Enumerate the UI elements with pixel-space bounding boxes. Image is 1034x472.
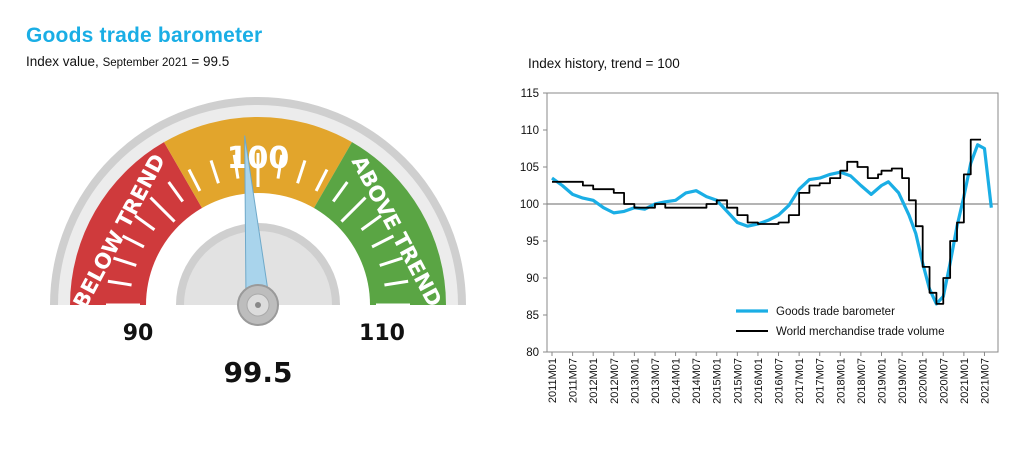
gauge-tick — [187, 168, 202, 192]
gauge-tick — [121, 234, 145, 249]
x-tick-label: 2011M07 — [568, 358, 580, 403]
subtitle-prefix: Index value, — [26, 54, 99, 69]
legend-label: Goods trade barometer — [776, 306, 895, 318]
gauge-min-label: 90 — [123, 321, 154, 346]
x-tick-label: 2014M01 — [671, 358, 683, 404]
x-tick-label: 2013M07 — [650, 358, 662, 404]
subtitle-date: September 2021 — [102, 57, 188, 69]
x-tick-label: 2017M01 — [794, 358, 806, 404]
x-tick-label: 2018M07 — [856, 358, 868, 404]
series-barometer-line — [551, 143, 993, 306]
needle-pin — [255, 302, 261, 308]
x-tick-label: 2021M01 — [959, 358, 971, 404]
x-tick-label: 2016M07 — [774, 358, 786, 404]
x-tick-label: 2019M07 — [897, 358, 909, 404]
gauge-tick — [379, 256, 404, 267]
x-tick-label: 2013M01 — [629, 358, 641, 404]
y-tick-label: 90 — [526, 273, 539, 285]
gauge-tick — [360, 214, 382, 231]
gauge-tick — [371, 234, 395, 249]
gauge-tick — [232, 154, 240, 179]
gauge-tick — [149, 196, 176, 223]
gauge-tick — [112, 256, 137, 267]
gauge-tick — [332, 181, 349, 203]
x-tick-label: 2019M01 — [876, 358, 888, 404]
gauge-tick — [296, 159, 307, 184]
series-trade-volume-line — [552, 138, 982, 305]
y-tick-label: 100 — [520, 199, 539, 211]
gauge-tick — [384, 279, 409, 287]
y-tick-label: 80 — [526, 347, 539, 359]
x-tick-label: 2012M01 — [588, 358, 600, 404]
y-tick-label: 115 — [521, 88, 539, 100]
y-tick-label: 85 — [526, 310, 539, 322]
x-tick-label: 2011M01 — [547, 358, 559, 403]
y-tick-label: 110 — [521, 125, 539, 137]
x-tick-label: 2012M07 — [609, 358, 621, 404]
subtitle-value: = 99.5 — [191, 54, 230, 69]
x-tick-label: 2016M01 — [753, 358, 765, 404]
x-tick-label: 2015M07 — [732, 358, 744, 404]
trend-center-label: 100 — [227, 141, 290, 176]
x-tick-label: 2021M07 — [979, 358, 991, 404]
gauge-tick — [340, 196, 367, 223]
gauge-needle — [237, 135, 279, 326]
x-tick-label: 2020M07 — [938, 358, 950, 404]
gauge-tick — [314, 168, 329, 192]
y-tick-label: 105 — [520, 162, 539, 174]
gauge-tick — [276, 154, 284, 179]
gauge-max-label: 110 — [359, 321, 405, 346]
x-tick-label: 2017M07 — [815, 358, 827, 404]
x-tick-label: 2020M01 — [918, 358, 930, 404]
gauge-tick — [209, 159, 220, 184]
page-title: Goods trade barometer — [26, 24, 263, 47]
page-subtitle: Index value, September 2021 = 99.5 — [26, 54, 229, 69]
gauge-chart: BELOW TREND ABOVE TREND 100 90 110 99.5 — [50, 97, 466, 389]
x-tick-label: 2015M01 — [712, 358, 724, 404]
x-tick-label: 2018M01 — [835, 358, 847, 404]
plot-frame — [546, 92, 999, 353]
history-chart-title: Index history, trend = 100 — [528, 56, 680, 71]
legend-label: World merchandise trade volume — [776, 326, 945, 338]
y-tick-label: 95 — [526, 236, 539, 248]
gauge-tick — [107, 279, 132, 287]
gauge-tick — [134, 214, 156, 231]
gauge-tick — [167, 181, 184, 203]
gauge-value-label: 99.5 — [223, 356, 292, 389]
x-tick-label: 2014M07 — [691, 358, 703, 404]
